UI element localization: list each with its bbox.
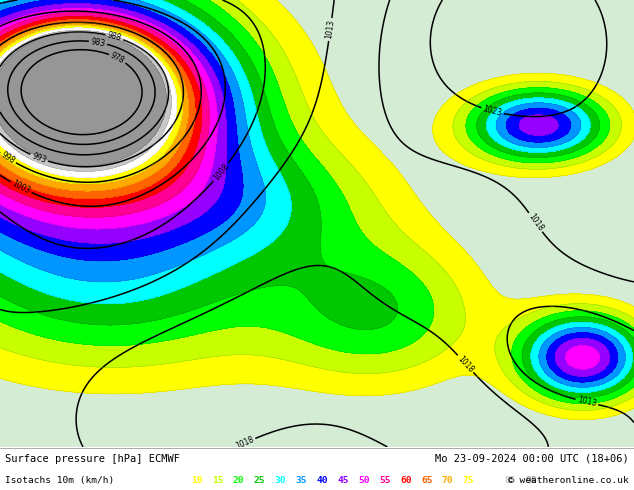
Text: 75: 75 <box>463 476 474 485</box>
Text: 1023: 1023 <box>482 104 503 118</box>
Text: 1013: 1013 <box>576 395 597 409</box>
Text: 25: 25 <box>254 476 265 485</box>
Text: 15: 15 <box>212 476 223 485</box>
Text: 40: 40 <box>316 476 328 485</box>
Text: 80: 80 <box>484 476 495 485</box>
Text: Surface pressure [hPa] ECMWF: Surface pressure [hPa] ECMWF <box>5 454 180 464</box>
Text: Isotachs 10m (km/h): Isotachs 10m (km/h) <box>5 476 114 485</box>
Text: 988: 988 <box>107 30 122 43</box>
Text: 1008: 1008 <box>212 162 231 182</box>
Text: 1018: 1018 <box>526 212 545 233</box>
Text: 70: 70 <box>442 476 453 485</box>
Text: 983: 983 <box>90 37 106 48</box>
Text: 1013: 1013 <box>325 19 336 40</box>
Text: 65: 65 <box>421 476 432 485</box>
Text: 30: 30 <box>275 476 286 485</box>
Text: 20: 20 <box>233 476 244 485</box>
Text: 993: 993 <box>30 151 48 165</box>
Text: 45: 45 <box>337 476 349 485</box>
Text: 1003: 1003 <box>10 179 32 196</box>
Text: 35: 35 <box>295 476 307 485</box>
Text: 10: 10 <box>191 476 202 485</box>
Text: 1018: 1018 <box>234 435 256 451</box>
Text: 60: 60 <box>400 476 411 485</box>
Text: 55: 55 <box>379 476 391 485</box>
Text: © weatheronline.co.uk: © weatheronline.co.uk <box>508 476 629 485</box>
Text: Mo 23-09-2024 00:00 UTC (18+06): Mo 23-09-2024 00:00 UTC (18+06) <box>435 454 629 464</box>
Text: 85: 85 <box>505 476 516 485</box>
Text: 90: 90 <box>526 476 537 485</box>
Text: 998: 998 <box>0 150 16 166</box>
Text: 978: 978 <box>109 51 126 66</box>
Text: 1018: 1018 <box>456 354 476 374</box>
Text: 50: 50 <box>358 476 370 485</box>
